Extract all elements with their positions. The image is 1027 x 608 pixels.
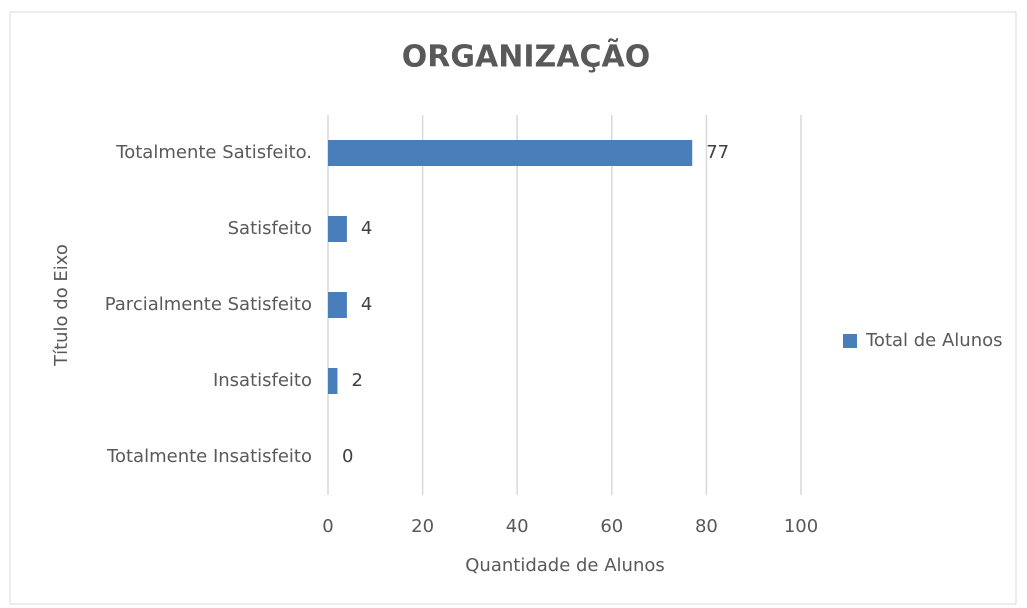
bar <box>328 216 347 242</box>
x-tick-label: 20 <box>411 516 434 537</box>
data-label: 2 <box>351 370 362 391</box>
data-label: 4 <box>361 218 372 239</box>
y-tick-label: Totalmente Satisfeito. <box>115 142 312 163</box>
bar <box>328 140 693 166</box>
y-tick-label: Totalmente Insatisfeito <box>106 446 312 467</box>
x-tick-label: 40 <box>506 516 529 537</box>
y-tick-label: Satisfeito <box>228 218 312 239</box>
y-tick-label: Parcialmente Satisfeito <box>105 294 312 315</box>
x-tick-label: 60 <box>600 516 623 537</box>
x-tick-label: 80 <box>695 516 718 537</box>
chart-border <box>9 11 1017 605</box>
bar <box>328 368 338 394</box>
bar <box>328 292 347 318</box>
x-tick-label: 0 <box>322 516 333 537</box>
chart-title: ORGANIZAÇÃO <box>402 38 650 75</box>
legend-swatch <box>843 334 857 348</box>
data-label: 77 <box>706 142 729 163</box>
y-tick-label: Insatisfeito <box>213 370 312 391</box>
data-label: 0 <box>342 446 353 467</box>
data-label: 4 <box>361 294 372 315</box>
x-axis-title: Quantidade de Alunos <box>465 555 665 576</box>
x-tick-label: 100 <box>784 516 818 537</box>
y-axis-title: Título do Eixo <box>51 244 72 367</box>
legend-label: Total de Alunos <box>865 330 1003 351</box>
